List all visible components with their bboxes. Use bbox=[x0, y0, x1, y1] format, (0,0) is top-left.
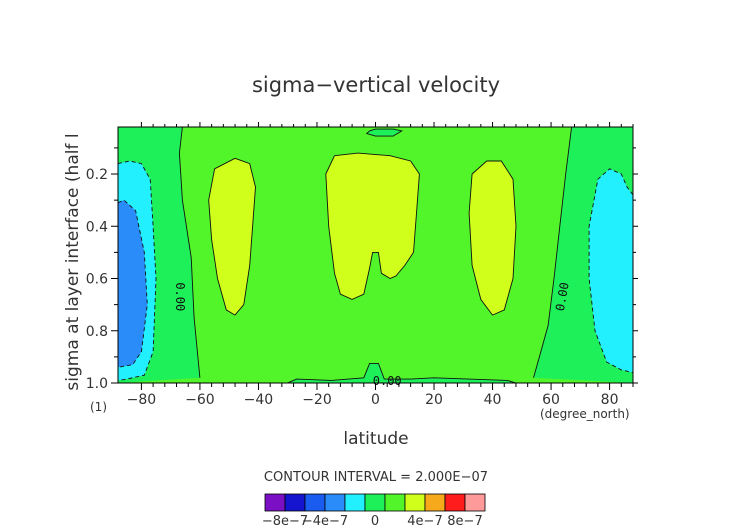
y-tick-label-4: 1.0 bbox=[86, 376, 108, 392]
colorbar-swatch-3 bbox=[324, 493, 346, 512]
contour-label-0: 0.00 bbox=[173, 282, 187, 311]
x-tick-label-0: −80 bbox=[127, 392, 157, 408]
contour-line-3 bbox=[365, 128, 404, 137]
colorbar-swatch-6 bbox=[384, 493, 406, 512]
y-tick-label-2: 0.6 bbox=[86, 272, 108, 288]
x-tick-label-1: −60 bbox=[185, 392, 215, 408]
contour-line-7 bbox=[208, 157, 256, 316]
colorbar-swatch-5 bbox=[364, 493, 386, 512]
x-tick-label-8: 80 bbox=[601, 392, 619, 408]
contour-interval-text: CONTOUR INTERVAL = 2.000E−07 bbox=[264, 470, 488, 485]
y-tick-label-1: 0.4 bbox=[86, 219, 108, 235]
contour-lines bbox=[118, 127, 633, 383]
contour-region-6 bbox=[118, 200, 148, 368]
contour-label-2: 0.00 bbox=[373, 374, 402, 388]
contour-line-8 bbox=[325, 152, 420, 300]
contour-line-0 bbox=[178, 127, 201, 378]
x-axis-label: latitude bbox=[343, 429, 408, 449]
y-tick-label-0: 0.2 bbox=[86, 167, 108, 183]
colorbar-swatch-0 bbox=[264, 493, 286, 512]
contour-line-6 bbox=[588, 168, 633, 374]
y-tick-label-3: 0.8 bbox=[86, 324, 108, 340]
x-tick-label-2: −40 bbox=[244, 392, 274, 408]
x-tick-label-3: −20 bbox=[302, 392, 332, 408]
contour-region-3 bbox=[287, 363, 516, 383]
colorbar-swatch-7 bbox=[404, 493, 426, 512]
colorbar: −8e−7−4e−7 0 4e−7 8e−7 bbox=[262, 493, 486, 529]
colorbar-label-0: −8e−7 bbox=[262, 514, 308, 529]
x-tick-label-5: 20 bbox=[425, 392, 443, 408]
y-axis-label: sigma at layer interface (half l bbox=[63, 133, 83, 390]
x-tick-label-4: 0 bbox=[371, 392, 380, 408]
colorbar-swatch-8 bbox=[424, 493, 446, 512]
colorbar-swatch-1 bbox=[284, 493, 306, 512]
colorbar-swatch-10 bbox=[464, 493, 486, 512]
chart-title: sigma−vertical velocity bbox=[252, 73, 500, 97]
contour-line-1 bbox=[533, 127, 573, 378]
contour-labels: 0.00 0.00 0.00 bbox=[173, 281, 572, 388]
filled-contour-regions bbox=[118, 127, 633, 383]
contour-line-2 bbox=[287, 362, 517, 383]
x-axis-unit: (degree_north) bbox=[540, 407, 630, 421]
axes: −80 −60 −40 −20 0 20 40 60 80 0.2 0.4 0.6 0.8 1.0 bbox=[86, 122, 638, 408]
contour-region-10 bbox=[469, 161, 516, 316]
x-tick-label-7: 60 bbox=[542, 392, 560, 408]
contour-line-9 bbox=[468, 160, 517, 316]
colorbar-label-4: 8e−7 bbox=[447, 514, 482, 529]
colorbar-swatch-9 bbox=[444, 493, 466, 512]
contour-label-1: 0.00 bbox=[553, 281, 572, 312]
contour-region-8 bbox=[208, 158, 256, 316]
contour-region-7 bbox=[589, 168, 633, 373]
contour-line-5 bbox=[118, 199, 148, 368]
x-tick-label-6: 40 bbox=[484, 392, 502, 408]
y-axis-unit: (1) bbox=[90, 400, 107, 414]
colorbar-swatch-2 bbox=[304, 493, 326, 512]
colorbar-label-3: 4e−7 bbox=[407, 514, 442, 529]
colorbar-swatch-4 bbox=[344, 493, 366, 512]
colorbar-label-1: −4e−7 bbox=[302, 514, 348, 529]
contour-region-4 bbox=[366, 129, 402, 137]
contour-line-4 bbox=[118, 160, 157, 381]
colorbar-label-2: 0 bbox=[371, 514, 379, 529]
contour-region-9 bbox=[325, 153, 420, 300]
